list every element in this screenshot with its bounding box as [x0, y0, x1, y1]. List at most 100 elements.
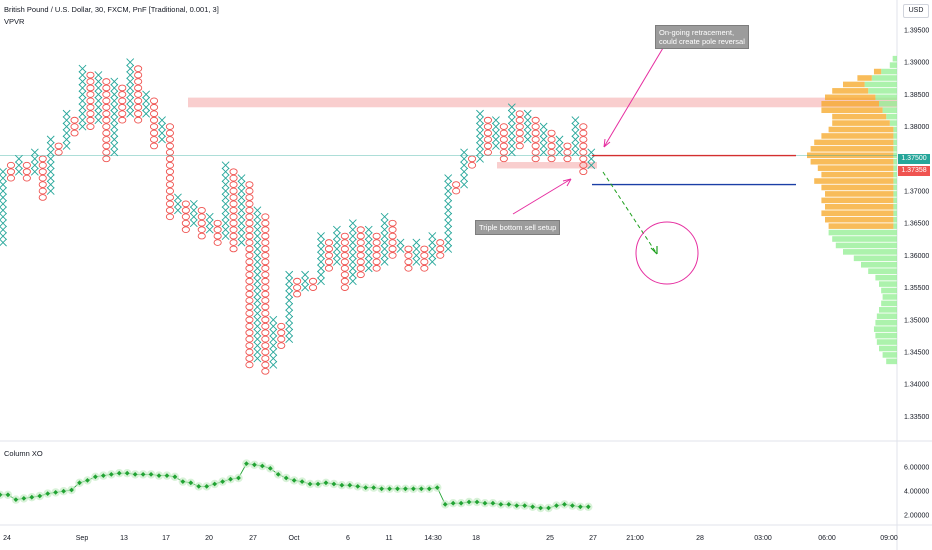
pnf-x-box	[364, 257, 373, 266]
column-xo-point	[379, 486, 384, 492]
pnf-x-box	[0, 193, 7, 202]
pnf-o-box	[165, 187, 174, 195]
column-xo-point	[474, 499, 480, 505]
volume-bar-down	[882, 352, 897, 358]
volume-bar-down	[875, 319, 897, 326]
pnf-x-box	[253, 251, 262, 260]
column-xo-point	[37, 493, 43, 499]
time-tick-label: 21:00	[626, 535, 644, 542]
pnf-o-box	[134, 116, 143, 124]
column-xo-point	[13, 497, 19, 502]
price-tick-label: 1.38000	[904, 124, 929, 131]
pnf-o-box	[420, 245, 429, 253]
pnf-o-box	[213, 239, 222, 246]
pnf-x-box	[476, 122, 484, 131]
vpvr-legend[interactable]: VPVR	[4, 17, 25, 26]
drawings[interactable]	[512, 47, 699, 285]
pnf-o-box	[181, 226, 190, 233]
pnf-x-box	[364, 245, 373, 253]
pnf-x-box	[380, 251, 389, 260]
time-axis[interactable]: 24 Sep 13 17 20 27 Oct 6 11 14:30 18 25 27 21:00 28 03:…	[3, 535, 898, 542]
pnf-o-box	[277, 322, 286, 330]
volume-bar-down	[879, 281, 897, 287]
volume-bar-down	[875, 274, 897, 281]
symbol-legend[interactable]: British Pound / U.S. Dollar, 30, FXCM, P…	[4, 5, 219, 14]
column-xo-legend[interactable]: Column XO	[4, 449, 43, 458]
retracement-note[interactable]: On-going retracement, could create pole …	[655, 25, 749, 49]
triple-bottom-note[interactable]: Triple bottom sell setup	[475, 220, 561, 235]
pnf-x-box	[253, 290, 262, 298]
volume-bar-down	[882, 107, 897, 113]
volume-bar-up	[832, 113, 887, 120]
pnf-o-box	[197, 219, 206, 227]
pnf-x-box	[221, 206, 230, 215]
pnf-x-box	[491, 129, 500, 137]
pnf-o-box	[483, 129, 493, 137]
pnf-x-box	[332, 245, 341, 253]
pnf-x-box	[189, 219, 198, 228]
pnf-o-box	[531, 129, 540, 137]
pnf-x-box	[237, 238, 246, 247]
pnf-o-box	[356, 271, 365, 279]
pnf-o-box	[356, 252, 365, 259]
pnf-o-box	[515, 110, 524, 118]
volume-bar-down	[868, 88, 897, 94]
pnf-o-box	[547, 136, 556, 143]
volume-bar-down	[875, 94, 897, 101]
pnf-x-box	[317, 257, 325, 266]
pnf-o-box	[324, 252, 334, 259]
volume-bar-up	[873, 68, 882, 75]
pnf-o-box	[547, 129, 556, 137]
pnf-o-box	[340, 252, 349, 259]
target-arrow-head	[650, 246, 658, 255]
pnf-o-box	[499, 142, 508, 150]
pnf-o-box	[515, 129, 524, 137]
pnf-o-box	[229, 232, 238, 240]
triple-bottom-arrow-head	[562, 178, 572, 187]
pnf-x-box	[555, 148, 564, 157]
volume-bar-down	[893, 197, 897, 204]
volume-bar-down	[889, 120, 897, 126]
column-xo-point	[108, 472, 114, 477]
column-xo-point	[61, 488, 66, 494]
pnf-o-box	[165, 123, 174, 130]
pnf-x-box	[348, 225, 357, 234]
price-axis[interactable]: 1.395001.390001.385001.380001.375001.370…	[904, 28, 929, 421]
pnf-o-box	[229, 181, 238, 188]
pnf-o-box	[420, 264, 429, 272]
pnf-x-box	[126, 90, 135, 99]
pnf-x-box	[0, 238, 7, 247]
pnf-x-box	[94, 96, 103, 105]
pnf-x-box	[269, 354, 278, 363]
volume-bar-up	[821, 171, 894, 178]
column-xo-point	[395, 486, 400, 492]
pnf-o-box	[245, 200, 254, 208]
volume-bar-down	[893, 139, 897, 146]
pnf-o-box	[86, 103, 95, 111]
time-tick-label: Sep	[76, 535, 89, 542]
pnf-x-box	[364, 225, 373, 234]
pnf-x-box	[285, 303, 294, 311]
pnf-x-box	[428, 251, 437, 260]
triple-bottom-arrow-line	[512, 178, 572, 215]
pnf-x-box	[78, 64, 87, 73]
pnf-o-box	[483, 136, 493, 143]
pnf-o-box	[38, 161, 47, 169]
volume-bar-down	[881, 287, 897, 294]
currency-label[interactable]: USD	[903, 4, 929, 18]
pnf-o-box	[293, 284, 302, 291]
pnf-o-box	[149, 103, 159, 111]
pnf-o-box	[340, 232, 349, 240]
time-tick-label: 11	[385, 535, 392, 542]
pnf-x-box	[30, 161, 39, 170]
time-tick-label: 6	[346, 535, 350, 542]
pnf-o-box	[436, 239, 445, 246]
price-tick-label: 1.37000	[904, 189, 929, 196]
column-xo-point	[21, 496, 27, 501]
time-tick-label: 06:00	[818, 535, 836, 542]
pnf-o-box	[261, 342, 270, 349]
pnf-x-box	[94, 90, 103, 99]
pnf-o-box	[134, 103, 143, 111]
pnf-x-box	[62, 135, 71, 144]
